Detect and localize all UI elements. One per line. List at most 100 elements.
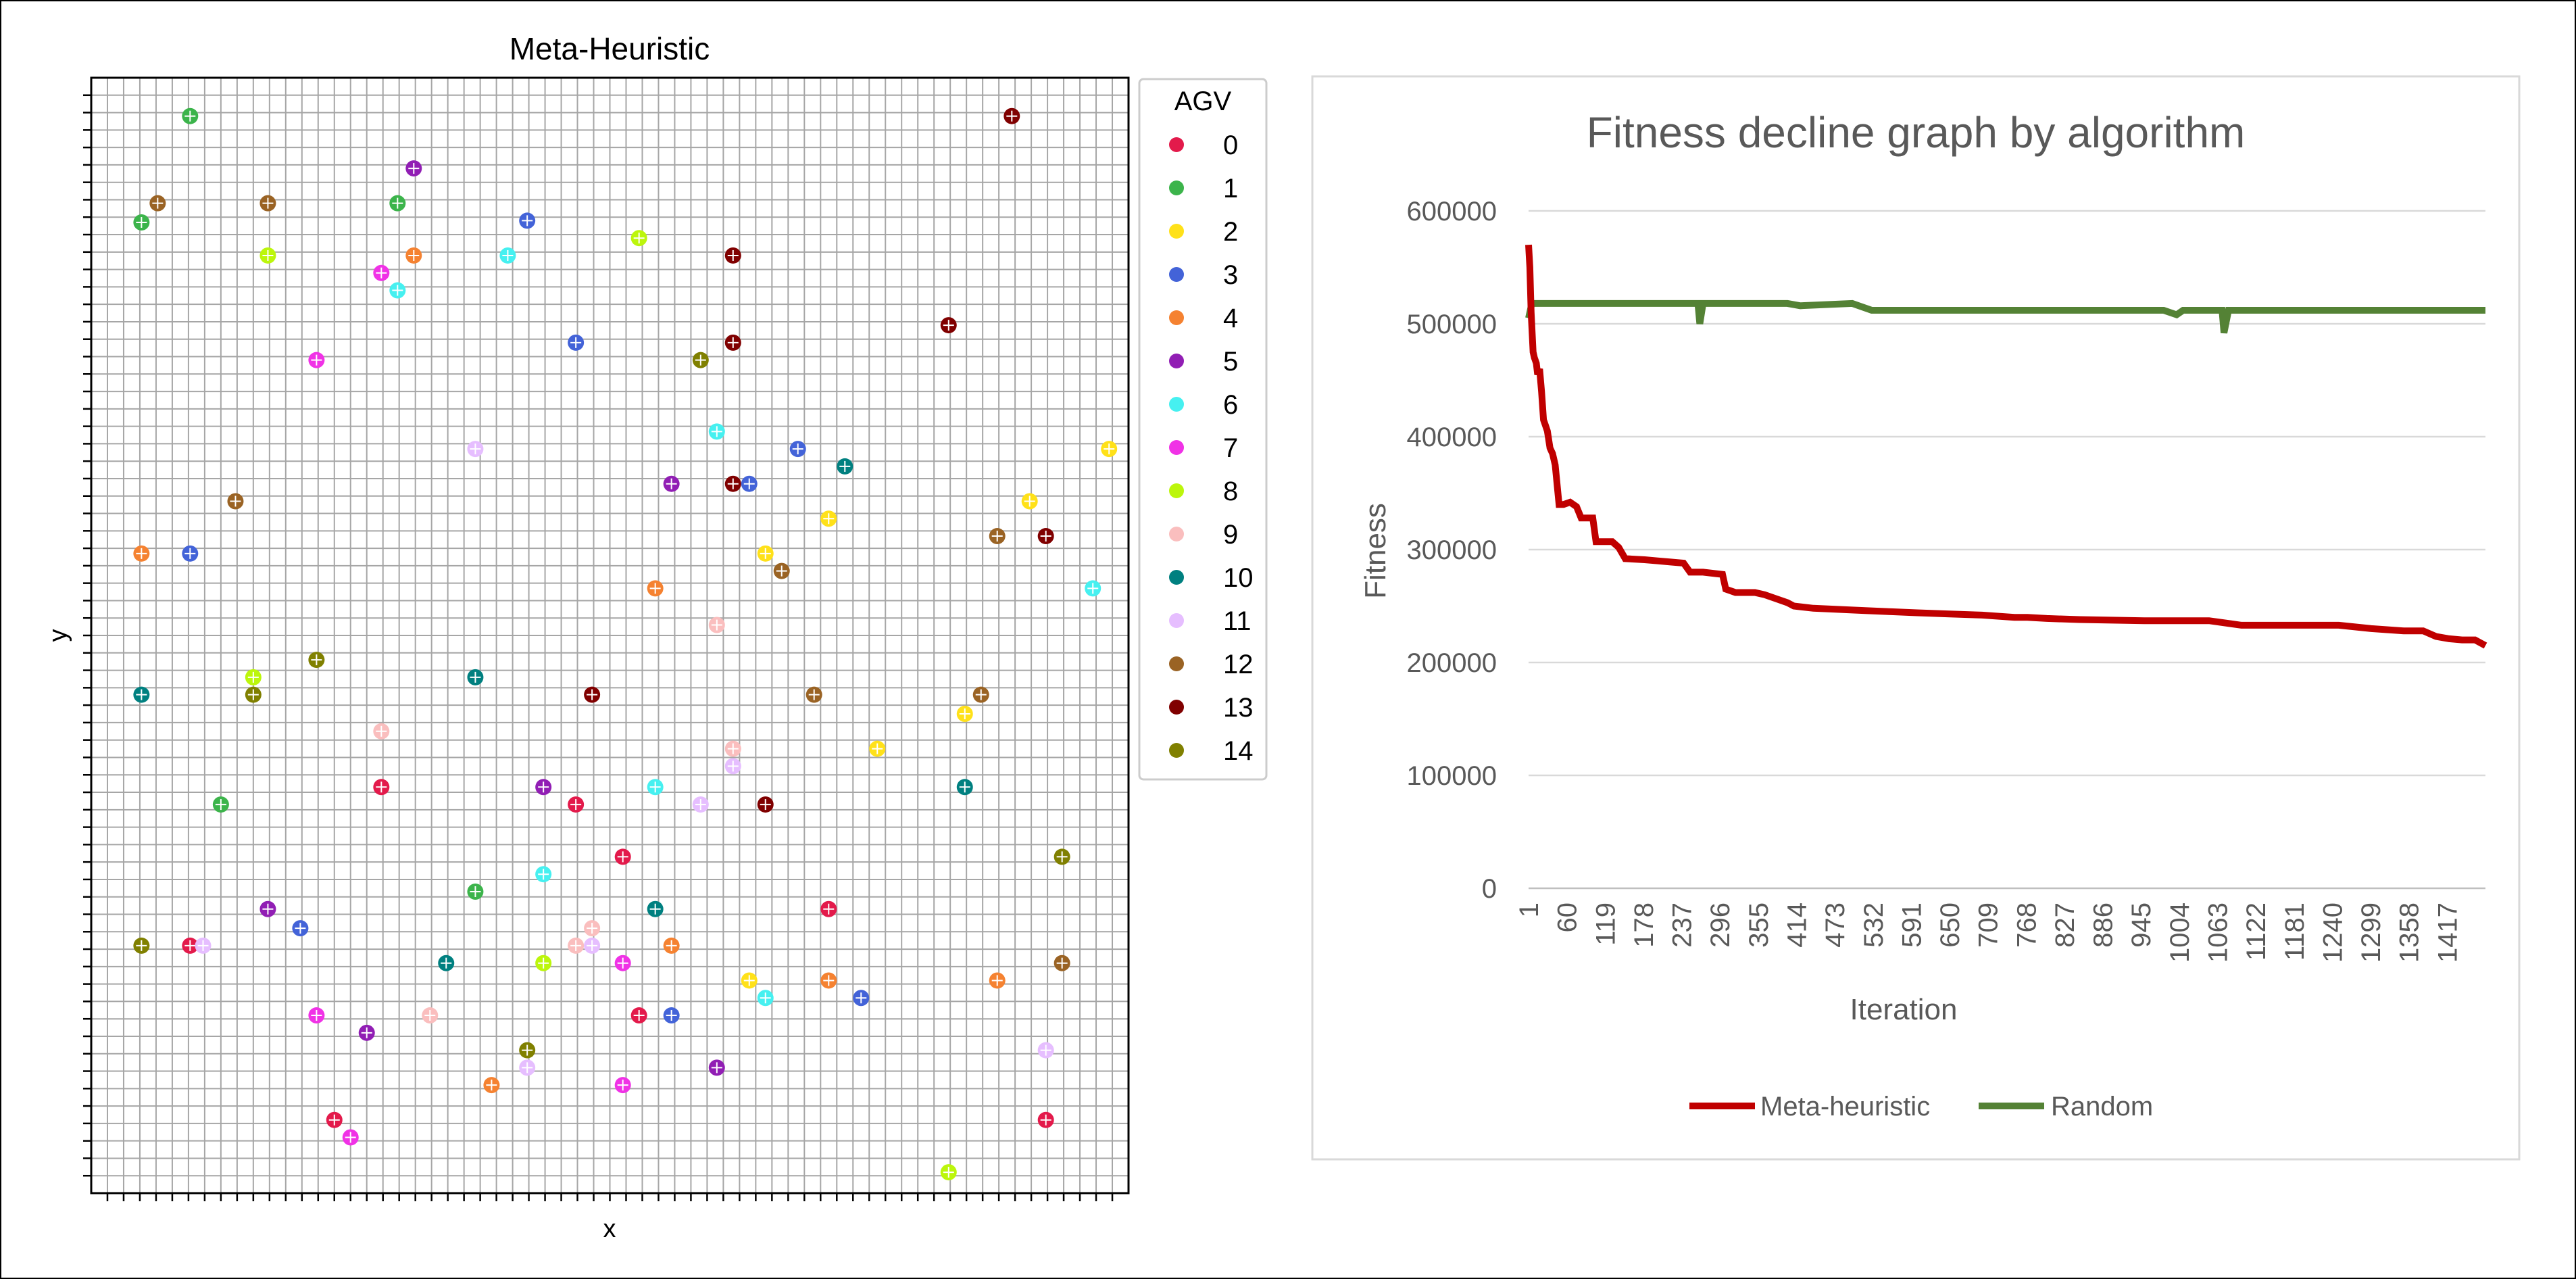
line-chart-x-tick-label: 591 xyxy=(1897,902,1927,948)
legend-marker-agv-2 xyxy=(1169,224,1184,239)
line-chart-y-tick-label: 200000 xyxy=(1407,648,1497,678)
scatter-point-agv-1 xyxy=(212,796,229,813)
legend-marker-agv-5 xyxy=(1169,354,1184,368)
scatter-point-agv-1 xyxy=(133,214,150,231)
scatter-point-agv-4 xyxy=(989,972,1006,989)
scatter-point-agv-14 xyxy=(519,1042,536,1059)
scatter-point-agv-2 xyxy=(741,972,758,989)
line-chart-x-tick-label: 237 xyxy=(1668,902,1698,948)
legend-label-agv-9: 9 xyxy=(1223,520,1238,550)
scatter-point-agv-12 xyxy=(989,528,1006,545)
line-chart-x-tick-label: 827 xyxy=(2050,902,2080,948)
line-chart-y-ticks: 0 100000 200000 300000 400000 500000 600000 xyxy=(1407,197,1497,904)
scatter-point-agv-2 xyxy=(956,706,973,723)
scatter-point-agv-8 xyxy=(245,669,262,685)
scatter-point-agv-10 xyxy=(647,900,664,917)
line-series-random xyxy=(1525,299,2485,334)
scatter-point-agv-13 xyxy=(757,796,774,813)
legend-label-agv-14: 14 xyxy=(1223,736,1254,766)
legend-label-agv-5: 5 xyxy=(1223,347,1238,377)
legend-label-agv-10: 10 xyxy=(1223,563,1254,593)
scatter-point-agv-6 xyxy=(389,282,406,299)
scatter-point-agv-5 xyxy=(405,160,422,177)
scatter-point-agv-4 xyxy=(133,545,150,562)
scatter-point-agv-7 xyxy=(308,1007,325,1024)
scatter-point-agv-0 xyxy=(614,848,631,865)
scatter-point-agv-0 xyxy=(820,900,837,917)
scatter-point-agv-3 xyxy=(292,920,309,937)
line-chart-x-tick-label: 1299 xyxy=(2356,902,2386,963)
scatter-point-agv-12 xyxy=(972,686,989,703)
scatter-point-agv-9 xyxy=(708,617,725,633)
line-legend-label-random: Random xyxy=(2051,1092,2153,1121)
line-chart-x-tick-label: 119 xyxy=(1591,902,1620,946)
legend-marker-agv-3 xyxy=(1169,267,1184,282)
line-chart-y-tick-label: 100000 xyxy=(1407,761,1497,791)
scatter-point-agv-3 xyxy=(663,1007,680,1024)
scatter-point-agv-3 xyxy=(182,545,199,562)
scatter-point-agv-10 xyxy=(467,669,484,685)
legend-label-agv-6: 6 xyxy=(1223,390,1238,420)
legend-label-agv-13: 13 xyxy=(1223,693,1254,723)
scatter-point-agv-4 xyxy=(820,972,837,989)
line-chart-x-tick-label: 178 xyxy=(1629,902,1659,948)
scatter-point-agv-0 xyxy=(182,937,199,954)
scatter-point-agv-13 xyxy=(1037,528,1054,545)
scatter-point-agv-5 xyxy=(535,779,552,796)
scatter-point-agv-8 xyxy=(940,1164,957,1181)
legend-marker-agv-10 xyxy=(1169,570,1184,585)
scatter-point-agv-0 xyxy=(326,1111,343,1128)
scatter-point-agv-11 xyxy=(519,1059,536,1076)
scatter-point-agv-11 xyxy=(467,441,484,458)
scatter-point-agv-4 xyxy=(483,1077,500,1094)
scatter-point-agv-14 xyxy=(245,686,262,703)
line-chart-grid xyxy=(1529,210,2485,890)
line-chart-x-tick-label: 1417 xyxy=(2433,902,2462,963)
scatter-point-agv-4 xyxy=(405,247,422,264)
line-chart-x-tick-label: 1240 xyxy=(2318,902,2348,963)
line-chart-x-tick-label: 1181 xyxy=(2280,902,2310,961)
legend-marker-agv-7 xyxy=(1169,440,1184,455)
scatter-grid xyxy=(91,78,1129,1193)
scatter-point-agv-6 xyxy=(757,990,774,1007)
legend-marker-agv-4 xyxy=(1169,310,1184,325)
line-chart-y-axis-label: Fitness xyxy=(1359,503,1392,599)
line-chart-series xyxy=(1525,244,2487,649)
line-chart-x-tick-label: 945 xyxy=(2127,902,2156,948)
scatter-point-agv-11 xyxy=(584,937,601,954)
scatter-point-agv-3 xyxy=(853,990,870,1007)
legend-label-agv-2: 2 xyxy=(1223,217,1238,247)
scatter-point-agv-5 xyxy=(259,900,276,917)
line-series-meta-heuristic xyxy=(1525,244,2487,649)
scatter-point-agv-5 xyxy=(358,1024,375,1041)
scatter-point-agv-12 xyxy=(259,195,276,212)
line-chart-x-tick-label: 1122 xyxy=(2241,902,2271,961)
scatter-point-agv-0 xyxy=(373,779,390,796)
scatter-point-agv-13 xyxy=(724,475,741,492)
scatter-point-agv-12 xyxy=(227,493,244,510)
scatter-ticks xyxy=(83,94,1114,1201)
legend-marker-agv-8 xyxy=(1169,483,1184,498)
line-chart-x-tick-label: 650 xyxy=(1935,902,1965,948)
scatter-point-agv-9 xyxy=(724,740,741,757)
legend-marker-agv-14 xyxy=(1169,743,1184,758)
scatter-point-agv-0 xyxy=(1037,1111,1054,1128)
legend-label-agv-3: 3 xyxy=(1223,260,1238,290)
line-chart-x-tick-label: 1063 xyxy=(2204,902,2233,963)
line-legend-label-meta-heuristic: Meta-heuristic xyxy=(1760,1092,1930,1121)
scatter-points xyxy=(133,107,1118,1181)
scatter-point-agv-7 xyxy=(614,1077,631,1094)
scatter-point-agv-11 xyxy=(195,937,212,954)
scatter-point-agv-2 xyxy=(869,740,886,757)
line-chart-x-tick-label: 296 xyxy=(1706,902,1735,948)
legend-marker-agv-6 xyxy=(1169,397,1184,412)
scatter-point-agv-4 xyxy=(663,937,680,954)
scatter-point-agv-12 xyxy=(149,195,166,212)
scatter-point-agv-10 xyxy=(133,686,150,703)
line-chart: Fitness decline graph by algorithm 0 1000… xyxy=(1311,75,2521,1161)
scatter-point-agv-11 xyxy=(1037,1042,1054,1059)
line-chart-x-tick-label: 414 xyxy=(1782,902,1812,948)
